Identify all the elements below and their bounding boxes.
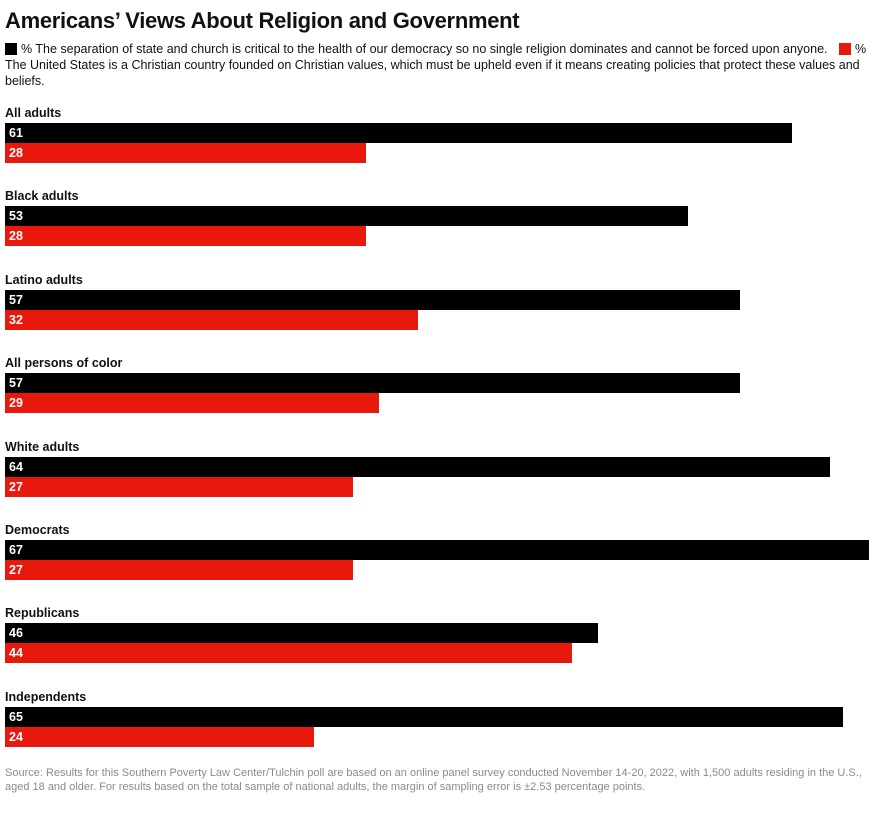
source-note: Source: Results for this Southern Povert… — [5, 767, 862, 793]
data-label-republicans-series-2: 44 — [9, 646, 23, 660]
bar-black-adults-series-1 — [5, 206, 688, 226]
category-label-all-persons-of-color: All persons of color — [5, 356, 123, 370]
chart-legend: % The separation of state and church is … — [5, 41, 875, 89]
category-label-independents: Independents — [5, 690, 87, 704]
data-label-all-adults-series-1: 61 — [9, 126, 23, 140]
data-label-black-adults-series-2: 28 — [9, 229, 23, 243]
bar-black-adults-series-2 — [5, 226, 366, 246]
category-label-republicans: Republicans — [5, 606, 80, 620]
bar-all-adults-series-1 — [5, 123, 792, 143]
data-label-white-adults-series-2: 27 — [9, 480, 23, 494]
bar-all-persons-of-color-series-2 — [5, 393, 379, 413]
data-label-all-persons-of-color-series-2: 29 — [9, 396, 23, 410]
data-label-independents-series-2: 24 — [9, 730, 23, 744]
data-label-white-adults-series-1: 64 — [9, 460, 23, 474]
bar-latino-adults-series-1 — [5, 290, 740, 310]
category-label-black-adults: Black adults — [5, 189, 79, 203]
bar-white-adults-series-2 — [5, 477, 353, 497]
bar-white-adults-series-1 — [5, 457, 830, 477]
data-label-independents-series-1: 65 — [9, 710, 23, 724]
category-label-all-adults: All adults — [5, 106, 62, 120]
data-label-black-adults-series-1: 53 — [9, 209, 23, 223]
legend-label-christian-country: % The United States is a Christian count… — [5, 42, 867, 88]
bar-all-persons-of-color-series-1 — [5, 373, 740, 393]
data-label-democrats-series-1: 67 — [9, 543, 23, 557]
data-label-latino-adults-series-1: 57 — [9, 293, 23, 307]
data-label-democrats-series-2: 27 — [9, 563, 23, 577]
chart-title: Americans’ Views About Religion and Gove… — [5, 8, 520, 33]
bar-democrats-series-2 — [5, 560, 353, 580]
legend-label-separation: % The separation of state and church is … — [21, 42, 828, 56]
bar-republicans-series-1 — [5, 623, 598, 643]
data-label-all-persons-of-color-series-1: 57 — [9, 376, 23, 390]
category-label-democrats: Democrats — [5, 523, 70, 537]
bar-republicans-series-2 — [5, 643, 572, 663]
data-label-latino-adults-series-2: 32 — [9, 313, 23, 327]
legend-swatch-christian-country — [839, 43, 851, 55]
bar-independents-series-2 — [5, 727, 314, 747]
bar-chart: All adults 61 28 Black adults 53 28 Latino adu… — [5, 106, 869, 747]
legend-swatch-separation — [5, 43, 17, 55]
data-label-all-adults-series-2: 28 — [9, 146, 23, 160]
category-label-white-adults: White adults — [5, 440, 80, 454]
bar-democrats-series-1 — [5, 540, 869, 560]
category-label-latino-adults: Latino adults — [5, 273, 83, 287]
bar-independents-series-1 — [5, 707, 843, 727]
bar-all-adults-series-2 — [5, 143, 366, 163]
data-label-republicans-series-1: 46 — [9, 626, 23, 640]
bar-latino-adults-series-2 — [5, 310, 418, 330]
